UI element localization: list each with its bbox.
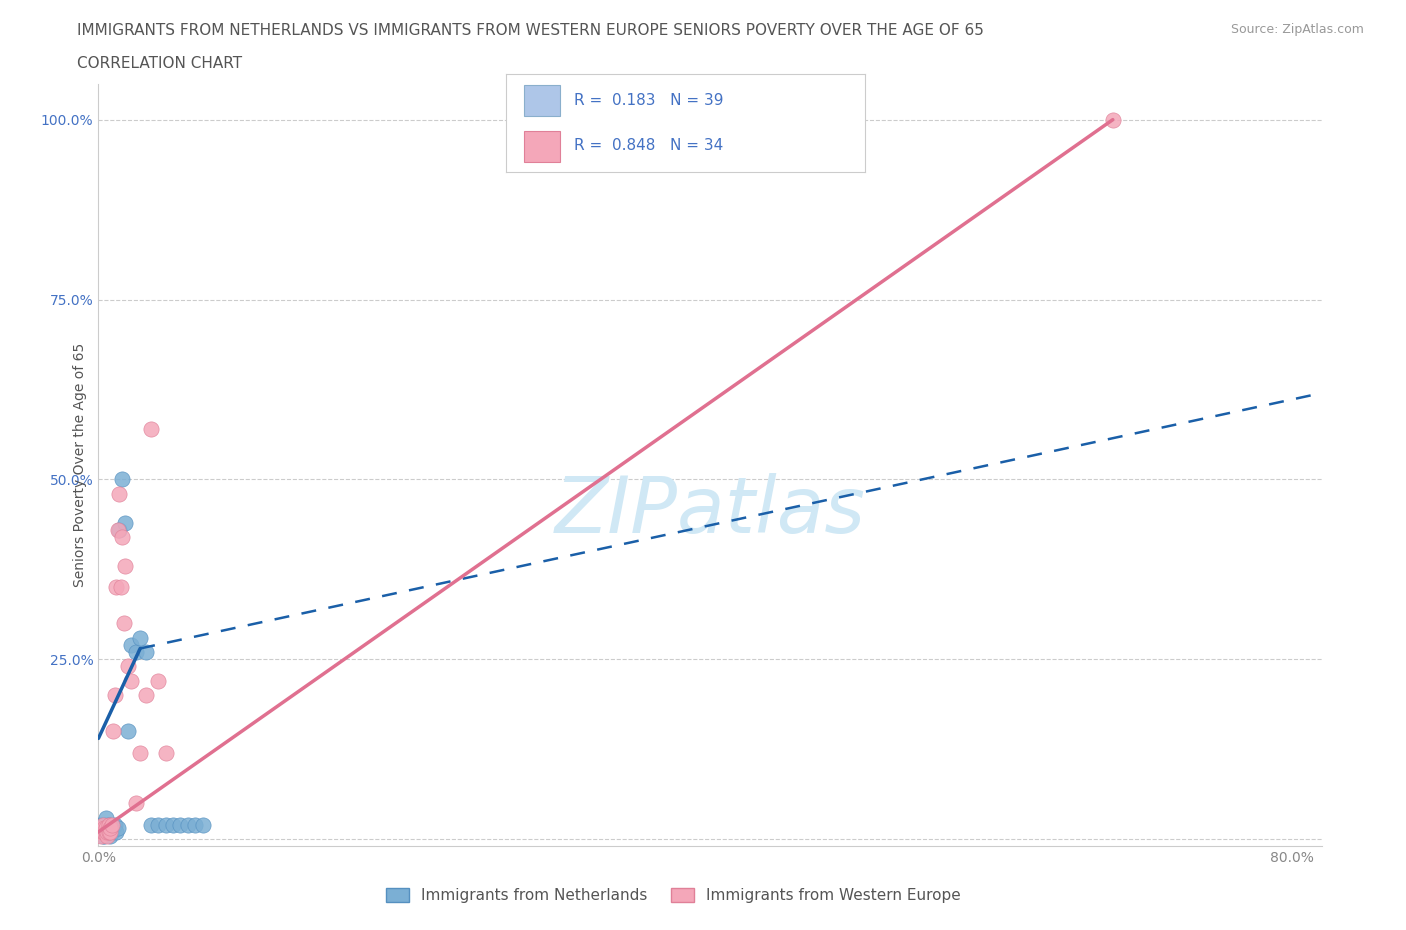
Point <box>94 821 117 836</box>
Bar <box>524 86 560 116</box>
Point <box>93 825 115 840</box>
Point <box>91 828 114 843</box>
Point <box>96 828 118 843</box>
Point <box>89 817 111 832</box>
Point <box>129 631 152 645</box>
Point <box>114 515 136 530</box>
Point <box>90 821 112 836</box>
Point <box>96 825 118 840</box>
Point <box>191 817 214 832</box>
Point <box>91 817 114 832</box>
Point <box>105 825 128 840</box>
Point <box>93 821 115 836</box>
Y-axis label: Seniors Poverty Over the Age of 65: Seniors Poverty Over the Age of 65 <box>73 343 87 587</box>
Point <box>103 821 125 836</box>
Legend: Immigrants from Netherlands, Immigrants from Western Europe: Immigrants from Netherlands, Immigrants … <box>378 881 969 911</box>
Point <box>98 825 121 840</box>
Point <box>96 825 118 840</box>
Point <box>107 821 129 836</box>
Point <box>114 558 136 573</box>
Point <box>125 796 148 811</box>
Point <box>184 817 207 832</box>
Point <box>90 828 112 843</box>
Point <box>98 825 121 840</box>
Point <box>97 825 120 840</box>
Point <box>97 817 120 832</box>
Point <box>97 825 120 840</box>
Point <box>155 745 177 760</box>
Point <box>98 828 121 843</box>
Point <box>112 616 135 631</box>
Point <box>93 828 115 843</box>
Point <box>91 817 114 832</box>
Point <box>117 659 139 674</box>
Point <box>94 817 117 832</box>
Point <box>94 825 117 840</box>
Point <box>98 821 121 836</box>
Point <box>105 580 128 595</box>
Point <box>103 724 125 738</box>
Point <box>104 688 127 703</box>
Point <box>129 745 152 760</box>
Point <box>111 472 134 486</box>
Point <box>93 821 115 836</box>
Point <box>94 825 117 840</box>
Point <box>97 817 120 832</box>
Point <box>101 825 124 840</box>
Point <box>104 817 127 832</box>
Text: Source: ZipAtlas.com: Source: ZipAtlas.com <box>1230 23 1364 36</box>
Point <box>90 825 112 840</box>
Point <box>90 821 112 836</box>
Point <box>91 825 114 840</box>
Point <box>101 817 124 832</box>
Point <box>1101 113 1123 127</box>
Point <box>120 673 142 688</box>
Point <box>135 688 157 703</box>
Text: R =  0.848   N = 34: R = 0.848 N = 34 <box>574 139 724 153</box>
Point <box>177 817 200 832</box>
Point <box>146 673 169 688</box>
Text: R =  0.183   N = 39: R = 0.183 N = 39 <box>574 93 724 108</box>
Bar <box>524 131 560 163</box>
Point <box>117 724 139 738</box>
Text: IMMIGRANTS FROM NETHERLANDS VS IMMIGRANTS FROM WESTERN EUROPE SENIORS POVERTY OV: IMMIGRANTS FROM NETHERLANDS VS IMMIGRANT… <box>77 23 984 38</box>
Point <box>125 644 148 659</box>
Point <box>93 825 115 840</box>
Point <box>108 523 131 538</box>
Text: CORRELATION CHART: CORRELATION CHART <box>77 56 242 71</box>
Point <box>89 825 111 840</box>
Point <box>111 529 134 544</box>
Point <box>110 580 132 595</box>
Point <box>107 523 129 538</box>
Text: ZIPatlas: ZIPatlas <box>554 472 866 549</box>
Point <box>169 817 191 832</box>
Point <box>139 421 162 436</box>
Point <box>91 825 114 840</box>
Point <box>155 817 177 832</box>
Point <box>120 637 142 652</box>
Point <box>96 821 118 836</box>
Point <box>135 644 157 659</box>
Point <box>146 817 169 832</box>
Point <box>139 817 162 832</box>
Point <box>94 810 117 825</box>
Point <box>162 817 184 832</box>
Point <box>108 486 131 501</box>
